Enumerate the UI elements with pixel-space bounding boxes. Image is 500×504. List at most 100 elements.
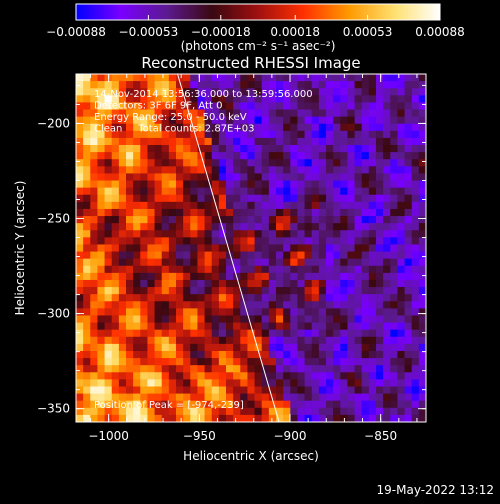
heatmap-cell bbox=[340, 223, 348, 231]
heatmap-cell bbox=[147, 379, 155, 387]
heatmap-cell bbox=[340, 301, 348, 309]
heatmap-cell bbox=[383, 287, 391, 295]
heatmap-cell bbox=[411, 358, 420, 366]
heatmap-cell bbox=[197, 187, 205, 196]
heatmap-cell bbox=[418, 301, 426, 309]
heatmap-cell bbox=[211, 244, 220, 252]
heatmap-cell bbox=[397, 265, 405, 274]
heatmap-cell bbox=[111, 88, 120, 96]
heatmap-cell bbox=[261, 237, 270, 245]
heatmap-cell bbox=[161, 414, 170, 422]
heatmap-cell bbox=[297, 287, 305, 295]
heatmap-cell bbox=[197, 173, 205, 181]
heatmap-cell bbox=[290, 322, 298, 331]
heatmap-cell bbox=[76, 315, 84, 323]
heatmap-cell bbox=[104, 336, 113, 345]
heatmap-cell bbox=[240, 322, 248, 331]
heatmap-cell bbox=[161, 372, 170, 380]
heatmap-cell bbox=[140, 358, 148, 366]
heatmap-cell bbox=[83, 393, 91, 402]
heatmap-cell bbox=[76, 152, 84, 160]
heatmap-cell bbox=[76, 109, 84, 118]
heatmap-cell bbox=[361, 358, 370, 366]
heatmap-cell bbox=[161, 116, 170, 125]
heatmap-cell bbox=[183, 109, 191, 118]
heatmap-cell bbox=[168, 166, 177, 174]
heatmap-cell bbox=[140, 287, 148, 295]
heatmap-cell bbox=[333, 322, 341, 331]
heatmap-cell bbox=[326, 159, 334, 167]
heatmap-cell bbox=[118, 194, 127, 203]
heatmap-cell bbox=[268, 343, 277, 352]
heatmap-cell bbox=[154, 350, 163, 359]
heatmap-cell bbox=[126, 272, 134, 281]
heatmap-cell bbox=[183, 123, 191, 132]
heatmap-cell bbox=[290, 159, 298, 167]
heatmap-cell bbox=[297, 95, 305, 103]
heatmap-cell bbox=[218, 365, 227, 373]
heatmap-cell bbox=[254, 201, 263, 210]
heatmap-cell bbox=[111, 116, 120, 125]
heatmap-cell bbox=[404, 414, 413, 422]
heatmap-cell bbox=[311, 343, 320, 352]
heatmap-cell bbox=[211, 301, 220, 309]
heatmap-cell bbox=[404, 223, 413, 231]
heatmap-cell bbox=[154, 251, 163, 260]
heatmap-cell bbox=[118, 308, 127, 316]
heatmap-cell bbox=[190, 322, 198, 331]
heatmap-cell bbox=[168, 279, 177, 288]
heatmap-cell bbox=[126, 379, 134, 387]
heatmap-cell bbox=[276, 272, 284, 281]
heatmap-cell bbox=[347, 272, 355, 281]
heatmap-cell bbox=[261, 414, 270, 422]
heatmap-cell bbox=[104, 116, 113, 125]
heatmap-cell bbox=[118, 145, 127, 153]
heatmap-cell bbox=[383, 379, 391, 387]
heatmap-cell bbox=[347, 301, 355, 309]
heatmap-cell bbox=[254, 279, 263, 288]
heatmap-cell bbox=[304, 95, 313, 103]
heatmap-cell bbox=[326, 365, 334, 373]
heatmap-cell bbox=[204, 258, 213, 267]
heatmap-cell bbox=[404, 258, 413, 267]
heatmap-cell bbox=[168, 116, 177, 125]
heatmap-cell bbox=[204, 81, 213, 89]
heatmap-cell bbox=[268, 116, 277, 125]
heatmap-cell bbox=[397, 393, 405, 402]
heatmap-cell bbox=[133, 116, 141, 125]
heatmap-cell bbox=[204, 123, 213, 132]
heatmap-cell bbox=[411, 287, 420, 295]
heatmap-cell bbox=[140, 343, 148, 352]
heatmap-cell bbox=[297, 102, 305, 110]
heatmap-cell bbox=[290, 407, 298, 416]
heatmap-cell bbox=[118, 152, 127, 160]
heatmap-cell bbox=[354, 74, 363, 82]
heatmap-cell bbox=[190, 258, 198, 267]
heatmap-cell bbox=[347, 130, 355, 139]
heatmap-cell bbox=[161, 237, 170, 245]
heatmap-cell bbox=[154, 194, 163, 203]
heatmap-cell bbox=[318, 88, 327, 96]
heatmap-cell bbox=[254, 407, 263, 416]
heatmap-cell bbox=[261, 173, 270, 181]
heatmap-cell bbox=[190, 350, 198, 359]
heatmap-cell bbox=[204, 230, 213, 238]
heatmap-cell bbox=[311, 123, 320, 132]
heatmap-cell bbox=[290, 180, 298, 189]
heatmap-cell bbox=[404, 400, 413, 409]
heatmap-cell bbox=[190, 88, 198, 96]
heatmap-cell bbox=[347, 414, 355, 422]
heatmap-cell bbox=[297, 258, 305, 267]
heatmap-cell bbox=[333, 329, 341, 338]
heatmap-cell bbox=[140, 230, 148, 238]
heatmap-cell bbox=[204, 152, 213, 160]
heatmap-cell bbox=[211, 287, 220, 295]
heatmap-cell bbox=[261, 350, 270, 359]
heatmap-cell bbox=[311, 287, 320, 295]
heatmap-cell bbox=[383, 109, 391, 118]
heatmap-cell bbox=[240, 159, 248, 167]
heatmap-cell bbox=[354, 279, 363, 288]
heatmap-cell bbox=[183, 187, 191, 196]
heatmap-cell bbox=[97, 308, 105, 316]
heatmap-cell bbox=[247, 329, 255, 338]
